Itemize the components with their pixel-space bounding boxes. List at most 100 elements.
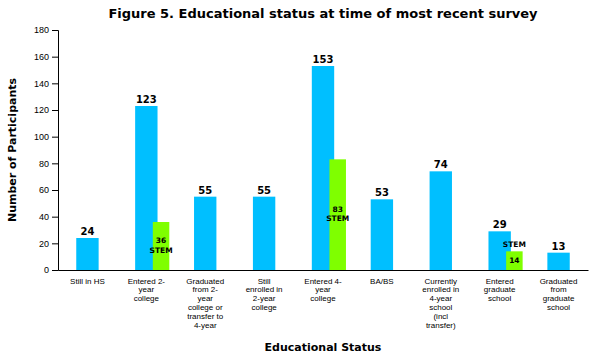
x-tick-label: Stillenrolled in2-yearcollege xyxy=(246,277,283,312)
x-axis: Still in HSEntered 2-yearcollegeGraduate… xyxy=(59,271,589,330)
y-tick-label: 0 xyxy=(44,265,49,275)
stem-name-label: STEM xyxy=(150,246,173,255)
chart: 0 20 40 60 80 100 120 140 160 180 Still in HS Enter… xyxy=(0,0,600,358)
x-tick: Graduatedfrom 2-yearcollege ortransfer t… xyxy=(186,277,224,330)
x-tick-label-line: 2-year xyxy=(253,294,276,303)
x-tick-label-line: enrolled in xyxy=(422,285,459,294)
x-tick-label-line: Still xyxy=(258,277,271,286)
bar xyxy=(253,197,275,270)
y-tick-label: 160 xyxy=(34,52,49,62)
value-label: 55 xyxy=(257,185,271,196)
bar xyxy=(430,171,452,270)
y-tick-line xyxy=(52,190,58,191)
x-tick-label: Graduatedfromgraduateschool xyxy=(540,277,578,312)
value-label: 53 xyxy=(375,187,389,198)
x-tick-label-line: college xyxy=(134,294,160,303)
x-tick-label-line: graduate xyxy=(484,285,516,294)
y-tick-line xyxy=(52,217,58,218)
x-tick-label-line: 4-year xyxy=(429,294,452,303)
y-tick: 140 xyxy=(34,79,58,89)
value-label: 123 xyxy=(136,94,157,105)
x-tick-label: BA/BS xyxy=(370,277,394,286)
value-label: 24 xyxy=(80,226,94,237)
stem-value-label: 83 xyxy=(333,205,343,214)
x-tick-label-line: school xyxy=(429,303,452,312)
y-tick-label: 140 xyxy=(34,79,49,89)
x-tick-label-line: from xyxy=(551,285,567,294)
x-tick-label: Still in HS xyxy=(70,277,105,286)
value-label: 55 xyxy=(198,185,212,196)
y-tick: 100 xyxy=(34,132,58,142)
y-tick: 40 xyxy=(39,212,58,222)
x-tick-label-line: transfer) xyxy=(426,321,456,330)
y-tick: 180 xyxy=(34,25,58,35)
y-tick: 80 xyxy=(39,159,58,169)
x-tick: Still in HS xyxy=(70,277,105,286)
y-tick-label: 60 xyxy=(39,185,49,195)
value-label: 153 xyxy=(313,54,334,65)
x-tick-label: Entered 4-yearcollege xyxy=(304,277,342,304)
stem-value-label: 36 xyxy=(156,236,166,245)
y-tick: 160 xyxy=(34,52,58,62)
stem-value-label: 14 xyxy=(509,256,519,265)
x-tick: Entered 4-yearcollege xyxy=(304,277,342,304)
x-tick-label: Entered 2-yearcollege xyxy=(128,277,166,304)
bar xyxy=(194,197,216,270)
x-tick: Entered 2-yearcollege xyxy=(128,277,166,304)
x-tick-label-line: school xyxy=(547,303,570,312)
labels: 2412355551535374291336STEM83STEM14STEM xyxy=(80,54,565,265)
y-tick: 0 xyxy=(44,265,58,275)
value-label: 29 xyxy=(493,219,507,230)
stem-name-label: STEM xyxy=(503,240,526,249)
y-tick: 120 xyxy=(34,105,58,115)
x-tick-label-line: Currently xyxy=(425,277,457,286)
x-tick-label-line: transfer to xyxy=(187,312,224,321)
y-tick-line xyxy=(52,83,58,84)
x-tick-label-line: BA/BS xyxy=(370,277,394,286)
y-tick-label: 120 xyxy=(34,105,49,115)
y-tick-line xyxy=(52,270,58,271)
x-tick-label-line: year xyxy=(139,285,155,294)
x-tick-label-line: from 2- xyxy=(193,285,219,294)
y-tick-line xyxy=(52,30,58,31)
stem-name-label: STEM xyxy=(326,214,349,223)
bars xyxy=(76,66,569,270)
y-tick-line xyxy=(52,163,58,164)
x-tick: Graduatedfromgraduateschool xyxy=(540,277,578,312)
y-tick: 20 xyxy=(39,239,58,249)
x-tick-label-line: enrolled in xyxy=(246,285,283,294)
x-tick-label-line: year xyxy=(315,285,331,294)
y-tick: 60 xyxy=(39,185,58,195)
x-axis-title: Educational Status xyxy=(265,341,382,354)
x-tick-label-line: college or xyxy=(188,303,223,312)
y-tick-label: 100 xyxy=(34,132,49,142)
y-tick-label: 20 xyxy=(39,239,49,249)
y-tick-line xyxy=(52,57,58,58)
y-axis-title: Number of Participants xyxy=(6,77,19,222)
x-tick-label-line: college xyxy=(310,294,336,303)
bar xyxy=(371,199,393,270)
x-tick-label-line: 4-year xyxy=(194,321,217,330)
x-tick-label-line: graduate xyxy=(543,294,575,303)
x-tick-label-line: Entered 4- xyxy=(304,277,342,286)
y-axis: 0 20 40 60 80 100 120 140 160 180 xyxy=(34,25,59,275)
x-tick-label: Graduatedfrom 2-yearcollege ortransfer t… xyxy=(186,277,224,330)
x-tick-label: Currentlyenrolled in4-yearschool(incltra… xyxy=(422,277,459,330)
value-label: 74 xyxy=(434,159,448,170)
x-tick: Stillenrolled in2-yearcollege xyxy=(246,277,283,312)
x-tick-label-line: Graduated xyxy=(540,277,578,286)
y-tick-label: 180 xyxy=(34,25,49,35)
y-tick-line xyxy=(52,243,58,244)
x-tick-label-line: Entered xyxy=(486,277,514,286)
x-tick: Enteredgraduateschool xyxy=(484,277,516,304)
x-tick: BA/BS xyxy=(370,277,394,286)
x-tick-label-line: year xyxy=(197,294,213,303)
bar xyxy=(76,238,98,270)
title: Figure 5. Educational status at time of … xyxy=(108,6,538,21)
stem-bar xyxy=(506,251,522,270)
x-tick-label: Enteredgraduateschool xyxy=(484,277,516,304)
y-axis-line xyxy=(52,31,59,271)
bar xyxy=(547,253,569,270)
value-label: 13 xyxy=(552,241,566,252)
x-tick-label-line: college xyxy=(251,303,277,312)
